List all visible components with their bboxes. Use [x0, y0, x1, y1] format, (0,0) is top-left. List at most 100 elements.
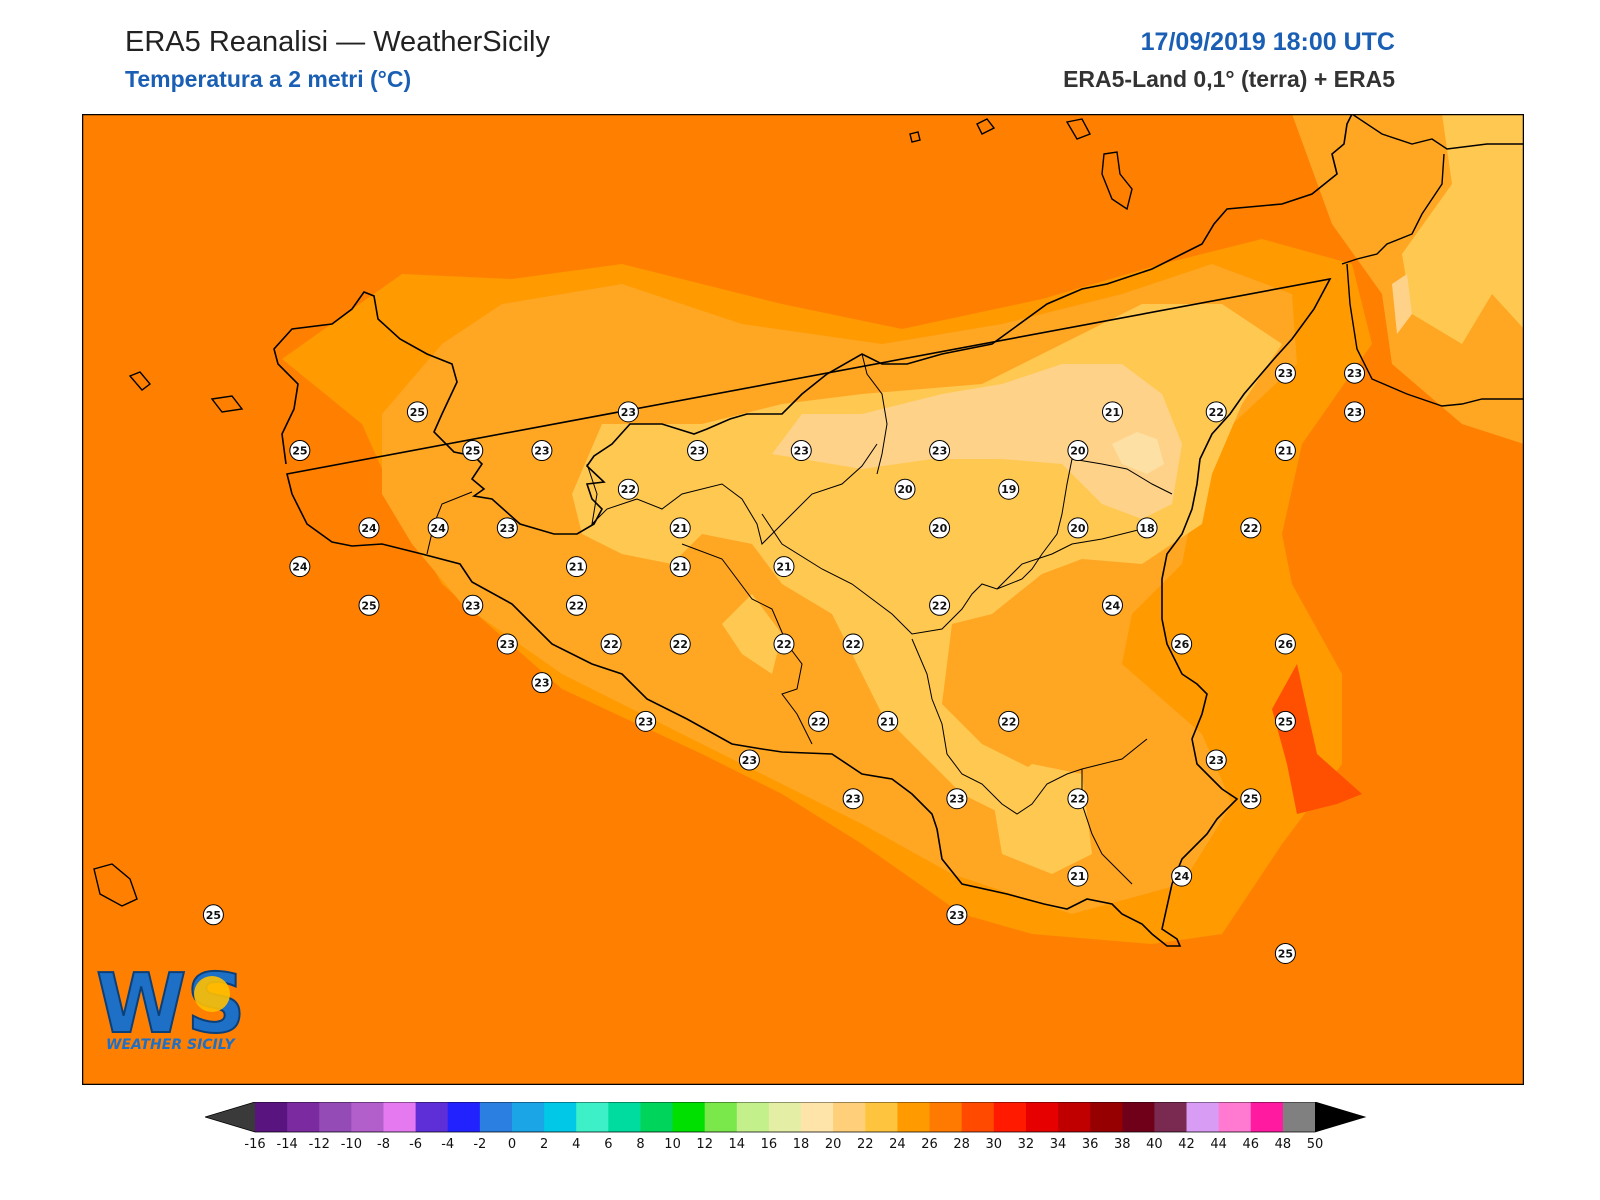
logo-letters: WS [96, 957, 246, 1052]
colorbar-swatch [576, 1102, 609, 1132]
colorbar-tick-label: 2 [540, 1137, 548, 1152]
station-value: 21 [880, 715, 895, 728]
colorbar-tick-label: 20 [825, 1137, 842, 1152]
station-value: 22 [845, 638, 860, 651]
colorbar-swatch [511, 1102, 545, 1132]
station-label: 23 [929, 440, 951, 462]
colorbar-swatch [608, 1102, 642, 1132]
colorbar-swatch [319, 1102, 352, 1132]
colorbar-tick-label: 44 [1210, 1137, 1227, 1152]
map-datetime: 17/09/2019 18:00 UTC [1140, 28, 1395, 56]
station-label: 23 [1205, 749, 1227, 771]
station-label: 23 [790, 440, 812, 462]
station-value: 23 [1347, 406, 1362, 419]
station-label: 26 [1274, 633, 1296, 655]
station-marker [462, 440, 484, 462]
colorbar-swatch [640, 1102, 674, 1132]
colorbar-swatch [865, 1102, 899, 1132]
station-marker [202, 904, 224, 926]
station-value: 23 [1278, 367, 1293, 380]
colorbar-tick-label: 26 [921, 1137, 938, 1152]
station-marker [877, 710, 899, 732]
station-marker [738, 749, 760, 771]
station-marker [669, 633, 691, 655]
station-marker [1171, 865, 1193, 887]
station-label: 23 [617, 401, 639, 423]
station-value: 22 [569, 599, 584, 612]
station-label: 22 [617, 478, 639, 500]
colorbar-swatch [479, 1102, 513, 1132]
pantelleria-island [93, 863, 138, 907]
station-label: 20 [1067, 440, 1089, 462]
station-value: 23 [742, 754, 757, 767]
colorbar-tick-label: -6 [409, 1137, 422, 1152]
station-marker [773, 633, 795, 655]
station-value: 20 [897, 483, 913, 496]
station-value: 23 [949, 793, 964, 806]
station-marker [1274, 942, 1296, 964]
station-label: 21 [877, 710, 899, 732]
station-marker [617, 401, 639, 423]
station-label: 23 [1274, 362, 1296, 384]
station-marker [462, 594, 484, 616]
station-label: 22 [929, 594, 951, 616]
station-marker [565, 594, 587, 616]
colorbar-swatch [961, 1102, 995, 1132]
station-value: 18 [1139, 522, 1154, 535]
station-label: 23 [738, 749, 760, 771]
colorbar-tick-label: -16 [244, 1137, 265, 1152]
colorbar-swatch [544, 1102, 577, 1132]
colorbar-tick-label: -4 [441, 1137, 454, 1152]
colorbar-tick-label: 34 [1050, 1137, 1067, 1152]
isotherm-band-28-offshore [1272, 664, 1362, 814]
station-label: 22 [1205, 401, 1227, 423]
station-label: 22 [808, 710, 830, 732]
station-label: 24 [358, 517, 380, 539]
station-value: 21 [673, 522, 688, 535]
station-label: 25 [358, 594, 380, 616]
station-value: 26 [1278, 638, 1294, 651]
colorbar-tick-label: 6 [604, 1137, 612, 1152]
colorbar-tick-label: 16 [761, 1137, 778, 1152]
station-value: 21 [1105, 406, 1120, 419]
colorbar-body [205, 1102, 1367, 1133]
colorbar-tick-label: -8 [377, 1137, 390, 1152]
station-label: 21 [565, 556, 587, 578]
station-marker [1067, 517, 1089, 539]
colorbar-tick-label: -10 [341, 1137, 362, 1152]
station-value: 23 [500, 522, 515, 535]
colorbar-tick-label: 14 [729, 1137, 746, 1152]
station-marker [406, 401, 428, 423]
station-label: 25 [1240, 788, 1262, 810]
data-source: ERA5-Land 0,1° (terra) + ERA5 [1063, 66, 1395, 92]
isotherm-band-20-south [992, 764, 1092, 874]
station-value: 24 [292, 561, 308, 574]
station-labels: 25 25 25 23 23 23 23 23 21 22 23 23 23 20 21 22 20 19 24 24… [202, 362, 1366, 964]
map-subtitle: Temperatura a 2 metri (°C) [125, 66, 412, 92]
colorbar-swatch [351, 1102, 385, 1132]
aeolian-islands [909, 118, 1133, 211]
station-marker [1101, 594, 1123, 616]
station-label: 21 [1101, 401, 1123, 423]
station-label: 23 [842, 788, 864, 810]
station-marker [427, 517, 449, 539]
station-marker [565, 556, 587, 578]
station-marker [998, 478, 1020, 500]
station-marker [773, 556, 795, 578]
colorbar-outline [205, 1102, 1367, 1133]
station-value: 25 [410, 406, 425, 419]
station-value: 23 [949, 909, 964, 922]
station-marker [1240, 788, 1262, 810]
colorbar-tick-label: -14 [277, 1137, 298, 1152]
station-marker [1067, 440, 1089, 462]
colorbar-swatch [704, 1102, 738, 1132]
station-label: 25 [1274, 710, 1296, 732]
colorbar-tick-label: 48 [1275, 1137, 1292, 1152]
map-frame [82, 114, 1524, 1085]
station-value: 22 [1070, 793, 1085, 806]
station-value: 25 [206, 909, 221, 922]
station-marker [617, 478, 639, 500]
colorbar-swatch [736, 1102, 770, 1132]
colorbar-swatch [1282, 1102, 1316, 1132]
station-value: 20 [1070, 522, 1086, 535]
